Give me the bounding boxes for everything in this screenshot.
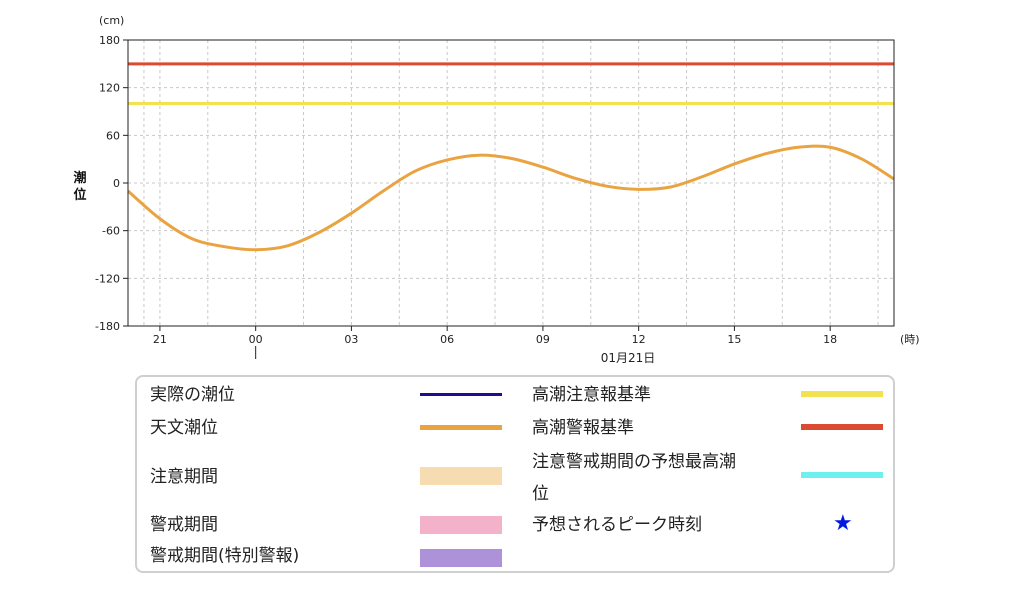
x-unit-label: (時) — [900, 333, 920, 346]
legend-swatch-forecast-max-tide — [801, 472, 883, 478]
x-tick-label: 18 — [823, 333, 837, 346]
x-tick-label: 12 — [632, 333, 646, 346]
legend-label-forecast-max-tide-line1: 注意警戒期間の予想最高潮 — [532, 452, 736, 472]
legend-swatch-caution-period — [420, 467, 502, 485]
x-tick-label: 15 — [727, 333, 741, 346]
legend-swatch-actual-tide — [420, 393, 502, 396]
y-tick-label: -180 — [95, 320, 120, 333]
x-tick-label: 06 — [440, 333, 454, 346]
legend-swatch-warning-period — [420, 516, 502, 534]
legend-label-storm-surge-advisory-level: 高潮注意報基準 — [532, 385, 651, 405]
date-label: 01月21日 — [601, 351, 656, 365]
legend-label-actual-tide: 実際の潮位 — [150, 385, 235, 405]
y-unit-label: (cm) — [99, 14, 124, 27]
legend-label-astronomical-tide: 天文潮位 — [150, 418, 218, 438]
legend: 実際の潮位 天文潮位 注意期間 警戒期間 警戒期間(特別警報) 高潮注意報基準 … — [135, 375, 895, 573]
legend-label-peak-time: 予想されるピーク時刻 — [532, 515, 702, 535]
y-axis-label: 潮位 — [73, 170, 86, 203]
x-tick-label: 03 — [344, 333, 358, 346]
legend-label-special-warning-period: 警戒期間(特別警報) — [150, 546, 300, 566]
legend-label-forecast-max-tide-line2: 位 — [532, 484, 549, 504]
peak-star-icon: ★ — [833, 511, 853, 536]
y-tick-label: 180 — [99, 34, 120, 47]
y-tick-label: 60 — [106, 129, 120, 142]
legend-label-caution-period: 注意期間 — [150, 467, 218, 487]
y-tick-label: -120 — [95, 272, 120, 285]
astronomical-tide-line — [127, 144, 895, 252]
legend-swatch-storm-surge-warning-level — [801, 424, 883, 430]
legend-swatch-storm-surge-advisory-level — [801, 391, 883, 397]
x-tick-label: 09 — [536, 333, 550, 346]
y-tick-label: -60 — [102, 225, 120, 238]
legend-label-storm-surge-warning-level: 高潮警報基準 — [532, 418, 634, 438]
legend-swatch-special-warning-period — [420, 549, 502, 567]
legend-swatch-astronomical-tide — [420, 425, 502, 430]
legend-label-warning-period: 警戒期間 — [150, 515, 218, 535]
x-tick-label: 21 — [153, 333, 167, 346]
x-tick-label: 00 — [249, 333, 263, 346]
y-axis-label-char: 位 — [73, 187, 86, 203]
y-tick-label: 120 — [99, 82, 120, 95]
y-axis-label-char: 潮 — [73, 170, 86, 186]
y-tick-label: 0 — [113, 177, 120, 190]
